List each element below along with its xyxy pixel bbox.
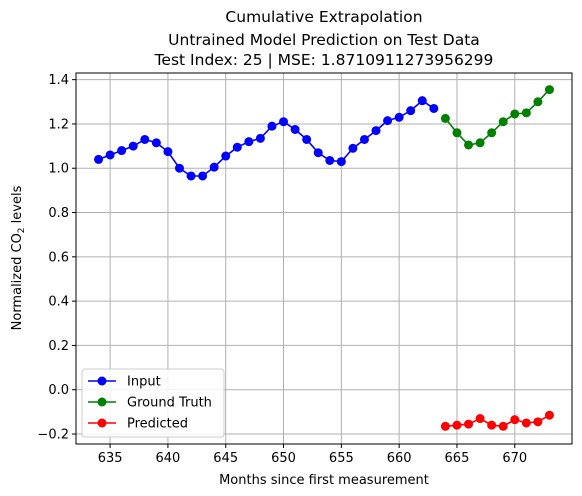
chart-title-line-2: Untrained Model Prediction on Test Data [168,31,480,49]
data-point-predicted [475,414,485,424]
data-point-input [348,143,358,153]
legend: Input Ground Truth Predicted [81,368,225,438]
data-point-ground-truth [440,113,450,123]
x-axis-label: Months since first measurement [219,473,429,488]
data-point-ground-truth [544,85,554,95]
axis-ticks: 635 640 645 650 655 660 665 670 −0.2 0.0 0.2 0.4 0.6… [37,73,527,466]
y-tick-label: 0.2 [48,339,69,354]
data-point-input [117,146,127,156]
y-tick-label: 1.0 [48,162,69,177]
data-point-ground-truth [533,97,543,107]
chart-title-line-3: Test Index: 25 | MSE: 1.8710911273956299 [154,51,494,69]
x-tick-label: 665 [445,451,470,466]
x-tick-label: 670 [502,451,527,466]
y-tick-label: 1.2 [48,117,69,132]
y-tick-label: 0.6 [48,250,69,265]
chart-title-line-1: Cumulative Extrapolation [225,8,423,26]
data-point-input [174,163,184,173]
data-point-input [359,134,369,144]
data-point-input [163,147,173,157]
y-axis-label-prefix: Normalized CO [10,233,25,330]
data-point-predicted [533,417,543,427]
data-point-input [325,155,335,165]
data-point-ground-truth [510,109,520,119]
data-point-input [198,171,208,181]
legend-marker-predicted [97,418,107,428]
data-point-predicted [521,418,531,428]
data-point-input [313,148,323,158]
data-point-input [302,134,312,144]
x-tick-label: 650 [271,451,296,466]
y-tick-label: 0.8 [48,206,69,221]
data-point-input [290,124,300,134]
data-point-ground-truth [498,117,508,127]
data-point-input [186,171,196,181]
legend-marker-input [97,376,107,386]
y-tick-label: 0.0 [48,383,69,398]
data-point-input [232,142,242,152]
y-tick-label: 1.4 [48,73,69,88]
series-line-predicted [445,414,550,428]
data-point-input [244,137,254,147]
data-point-input [140,134,150,144]
data-point-predicted [544,410,554,420]
data-point-input [221,151,231,161]
data-point-input [267,121,277,131]
x-tick-label: 635 [98,451,123,466]
legend-label-predicted: Predicted [127,417,188,432]
data-point-input [279,117,289,127]
data-point-input [209,162,219,172]
data-point-input [255,133,265,143]
data-point-input [151,138,161,148]
data-point-ground-truth [464,140,474,150]
x-tick-label: 655 [329,451,354,466]
data-point-ground-truth [487,128,497,138]
data-point-ground-truth [475,138,485,148]
series-layer [94,85,554,431]
data-point-input [336,157,346,167]
data-point-ground-truth [452,128,462,138]
y-tick-label: 0.4 [48,295,69,310]
data-point-input [406,106,416,116]
y-axis-label-suffix: levels [10,185,25,227]
data-point-predicted [498,421,508,431]
plot-area-frame [75,72,573,445]
data-point-ground-truth [521,108,531,118]
data-point-predicted [440,421,450,431]
legend-label-input: Input [127,375,161,390]
data-point-predicted [487,420,497,430]
legend-marker-ground-truth [97,397,107,407]
x-tick-label: 640 [156,451,181,466]
y-axis-label-subscript: 2 [17,227,27,233]
x-tick-label: 645 [213,451,238,466]
data-point-predicted [452,420,462,430]
y-axis-label: Normalized CO2 levels [10,185,27,330]
data-point-input [417,96,427,106]
data-point-predicted [510,415,520,425]
data-point-input [94,154,104,164]
y-tick-label: −0.2 [37,428,69,443]
data-point-input [394,112,404,122]
data-point-input [371,126,381,136]
legend-label-ground-truth: Ground Truth [127,396,212,411]
data-point-input [105,150,115,160]
data-point-input [128,141,138,151]
x-tick-label: 660 [387,451,412,466]
data-point-input [383,116,393,126]
data-point-input [429,103,439,113]
data-point-predicted [464,419,474,429]
series-line-ground-truth [444,89,551,146]
legend-box [81,368,225,438]
